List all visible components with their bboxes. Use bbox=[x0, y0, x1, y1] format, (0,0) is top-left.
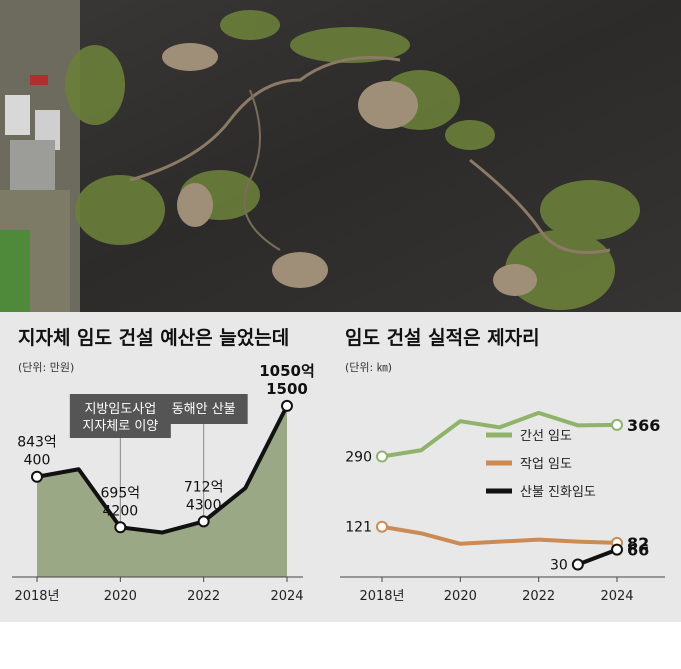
budget-x-tick-label: 2024 bbox=[270, 589, 303, 604]
budget-x-tick-label: 2022 bbox=[187, 589, 220, 604]
budget-data-label: 695억 bbox=[101, 485, 141, 501]
annotation-box bbox=[69, 394, 171, 438]
budget-data-label: 400 bbox=[24, 453, 51, 469]
budget-point bbox=[281, 399, 293, 412]
legend-label: 산불 진화임도 bbox=[520, 485, 596, 500]
budget-point bbox=[114, 521, 127, 534]
series-end-label: 66 bbox=[627, 541, 649, 560]
series-start-label: 290 bbox=[345, 449, 372, 465]
aerial-burned-forest-photo bbox=[0, 0, 681, 312]
roads-x-tick-label: 2024 bbox=[600, 589, 633, 604]
budget-area bbox=[37, 405, 287, 577]
budget-data-label: 4200 bbox=[103, 503, 139, 519]
series-start-point bbox=[376, 520, 388, 533]
legend-label: 간선 임도 bbox=[520, 429, 572, 444]
series-start-point bbox=[376, 450, 388, 463]
legend-label: 작업 임도 bbox=[520, 457, 572, 472]
annotation-text: 지방임도사업 bbox=[84, 402, 156, 417]
annotation-text: 지자체로 이양 bbox=[82, 419, 158, 434]
budget-data-label: 1500 bbox=[266, 380, 308, 398]
charts-svg: 지자체 임도 건설 예산은 늘었는데 (단위: 만원) 임도 건설 실적은 제자… bbox=[12, 327, 665, 604]
roads-x-tick-label: 2018년 bbox=[359, 589, 404, 604]
annotation-box bbox=[159, 394, 248, 424]
series-start-label: 121 bbox=[345, 520, 372, 536]
budget-unit-note: (단위: 만원) bbox=[18, 361, 74, 374]
series-line-work bbox=[381, 524, 618, 546]
roads-unit-note: (단위: ㎞) bbox=[345, 361, 392, 374]
series-start-point bbox=[571, 558, 584, 571]
budget-line bbox=[36, 404, 289, 535]
series-end-label: 366 bbox=[627, 416, 660, 435]
budget-point bbox=[197, 515, 210, 528]
roads-chart-title: 임도 건설 실적은 제자리 bbox=[345, 327, 540, 349]
series-line-firebreak bbox=[577, 547, 618, 567]
budget-chart-title: 지자체 임도 건설 예산은 늘었는데 bbox=[18, 327, 289, 349]
roads-x-tick-label: 2022 bbox=[522, 589, 555, 604]
budget-data-label: 1050억 bbox=[259, 362, 315, 380]
series-end-point bbox=[611, 418, 623, 431]
aerial-photo bbox=[0, 0, 681, 312]
budget-data-label: 843억 bbox=[17, 435, 57, 451]
budget-x-tick-label: 2018년 bbox=[14, 589, 59, 604]
series-end-label: 82 bbox=[627, 534, 649, 553]
series-start-label: 30 bbox=[550, 558, 568, 574]
budget-x-tick-label: 2020 bbox=[104, 589, 137, 604]
roads-x-tick-label: 2020 bbox=[444, 589, 477, 604]
annotation-text: 동해안 산불 bbox=[172, 402, 236, 417]
budget-data-label: 4300 bbox=[186, 497, 222, 513]
chart-panel: 지자체 임도 건설 예산은 늘었는데 (단위: 만원) 임도 건설 실적은 제자… bbox=[0, 312, 681, 622]
series-line-trunk bbox=[381, 410, 618, 459]
series-end-point bbox=[611, 543, 623, 556]
roads-line-chart: 2018년 2020 2022 2024 290 366 121 82 30 66 간선 임도작업 … bbox=[340, 410, 665, 604]
budget-point bbox=[31, 470, 43, 483]
budget-data-label: 712억 bbox=[184, 479, 224, 495]
